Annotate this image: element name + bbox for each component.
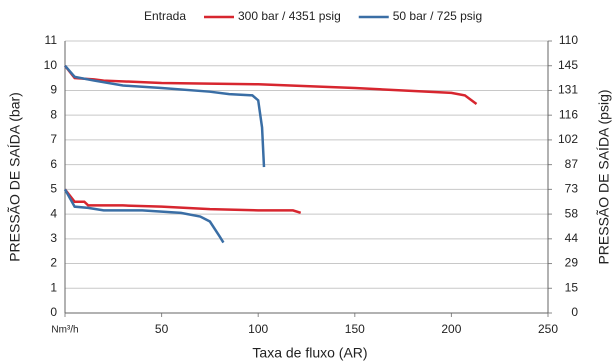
y2-tick-label: 29 [565, 256, 579, 270]
y2-tick-label: 87 [565, 157, 579, 171]
y2-tick-label: 15 [565, 280, 579, 294]
y-tick-label: 0 [50, 305, 57, 319]
x-tick-label: 150 [345, 322, 365, 336]
y-tick-label: 11 [45, 33, 58, 47]
y2-tick-label: 102 [558, 132, 578, 146]
y-tick-label: 10 [44, 58, 58, 72]
y2-tick-label: 110 [559, 33, 578, 47]
data-line [64, 64, 478, 215]
y2-tick-label: 145 [558, 58, 578, 72]
y2-tick-label: 131 [558, 83, 578, 97]
y2-tick-label: 116 [559, 107, 578, 121]
x-tick-label: Nm³/h [51, 325, 78, 336]
y2-tick-label: 44 [565, 231, 579, 245]
y-tick-label: 5 [50, 182, 57, 196]
y-tick-label: 4 [50, 206, 57, 220]
legend-label: 300 bar / 4351 psig [238, 9, 341, 23]
y-tick-label: 9 [50, 83, 57, 97]
y2-axis-label: PRESSÃO DE SAÍDA (psig) [596, 89, 612, 264]
data-line [63, 64, 266, 244]
x-axis-label: Taxa de fluxo (AR) [252, 345, 367, 361]
y2-tick-label: 73 [565, 182, 579, 196]
legend-label: 50 bar / 725 psig [393, 9, 482, 23]
x-tick-label: 50 [155, 322, 169, 336]
y2-tick-label: 58 [565, 206, 579, 220]
legend-title: Entrada [144, 9, 186, 23]
x-tick-label: 100 [248, 322, 268, 336]
y-tick-label: 3 [50, 231, 57, 245]
y-tick-label: 2 [50, 256, 57, 270]
y-tick-label: 7 [50, 132, 57, 146]
x-tick-label: 200 [441, 322, 461, 336]
y-tick-label: 6 [50, 157, 57, 171]
x-tick-label: 250 [538, 322, 558, 336]
y-tick-label: 8 [50, 107, 57, 121]
y-axis-label: PRESSÃO DE SAÍDA (bar) [7, 92, 23, 262]
y2-tick-label: 0 [571, 305, 578, 319]
y-tick-label: 1 [50, 280, 57, 294]
